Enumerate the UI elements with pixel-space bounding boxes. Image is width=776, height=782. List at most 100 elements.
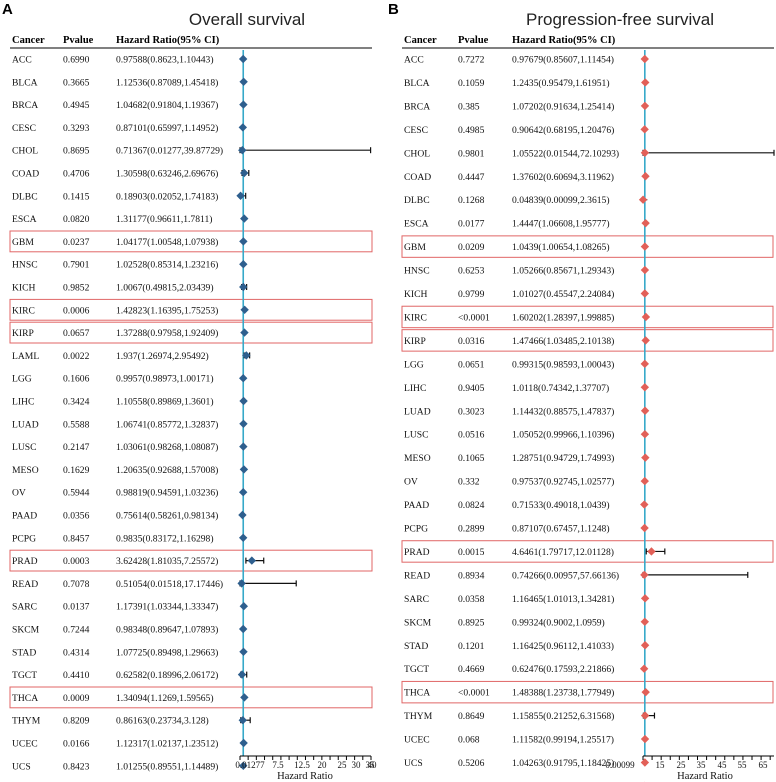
hazard-ratio-marker bbox=[238, 146, 247, 155]
hazard-ratio-label: 1.0118(0.74342,1.37707) bbox=[512, 383, 609, 394]
hazard-ratio-marker bbox=[641, 336, 650, 345]
pvalue-label: 0.4985 bbox=[458, 125, 485, 136]
table-row: DLBC 0.1268 0.04839(0.00099,2.3615) bbox=[404, 195, 648, 206]
hazard-ratio-marker bbox=[640, 101, 650, 111]
table-row: PCPG 0.8457 0.9835(0.83172,1.16298) bbox=[12, 533, 248, 544]
pvalue-label: 0.7901 bbox=[63, 260, 90, 271]
hazard-ratio-label: 1.10558(0.89869,1.3601) bbox=[116, 397, 214, 408]
hazard-ratio-label: 1.37288(0.97958,1.92409) bbox=[116, 328, 218, 339]
table-row: LUAD 0.3023 1.14432(0.88575,1.47837) bbox=[404, 406, 650, 417]
pvalue-label: 0.068 bbox=[458, 735, 480, 746]
hazard-ratio-label: 1.07202(0.91634,1.25414) bbox=[512, 101, 614, 112]
cancer-label: SKCM bbox=[404, 617, 432, 628]
table-row: LIHC 0.3424 1.10558(0.89869,1.3601) bbox=[12, 397, 248, 408]
table-row: PRAD 0.0003 3.62428(1.81035,7.25572) bbox=[12, 556, 265, 567]
x-tick-label: 25 bbox=[677, 760, 687, 770]
hazard-ratio-marker bbox=[239, 237, 248, 246]
table-row: TGCT 0.4410 0.62582(0.18996,2.06172) bbox=[12, 670, 248, 681]
table-row: SARC 0.0358 1.16465(1.01013,1.34281) bbox=[404, 594, 650, 605]
cancer-label: DLBC bbox=[12, 191, 38, 202]
table-row: PCPG 0.2899 0.87107(0.67457,1.1248) bbox=[404, 524, 649, 535]
cancer-label: KIRP bbox=[404, 336, 426, 347]
hazard-ratio-label: 1.15855(0.21252,6.31568) bbox=[512, 711, 614, 722]
pvalue-label: 0.0137 bbox=[63, 602, 90, 613]
cancer-label: OV bbox=[12, 488, 26, 499]
highlight-box bbox=[9, 321, 373, 344]
pvalue-label: 0.0003 bbox=[63, 556, 90, 567]
highlight-box bbox=[401, 235, 774, 258]
table-row: BRCA 0.385 1.07202(0.91634,1.25414) bbox=[404, 101, 650, 112]
cancer-label: READ bbox=[404, 570, 430, 581]
cancer-label: UCS bbox=[404, 758, 423, 769]
hazard-ratio-marker bbox=[240, 305, 249, 314]
pvalue-label: 0.0516 bbox=[458, 430, 485, 441]
hazard-ratio-marker bbox=[240, 214, 249, 223]
table-row: THYM 0.8209 0.86163(0.23734,3.128) bbox=[12, 716, 251, 727]
hazard-ratio-marker bbox=[238, 533, 248, 542]
pvalue-label: 0.3665 bbox=[63, 77, 90, 88]
hazard-ratio-marker bbox=[239, 396, 248, 406]
hazard-ratio-marker bbox=[640, 383, 650, 392]
highlight-box bbox=[9, 549, 373, 572]
cancer-label: LUAD bbox=[12, 419, 39, 430]
pvalue-label: 0.0316 bbox=[458, 336, 485, 347]
hazard-ratio-marker bbox=[236, 191, 245, 200]
hazard-ratio-marker bbox=[239, 602, 249, 611]
cancer-label: BRCA bbox=[404, 101, 430, 112]
table-row: LAML 0.0022 1.937(1.26974,2.95492) bbox=[12, 351, 251, 362]
table-row: OV 0.5944 0.98819(0.94591,1.03236) bbox=[12, 488, 248, 499]
hazard-ratio-marker bbox=[238, 123, 248, 132]
pvalue-label: 0.7244 bbox=[63, 625, 90, 636]
cancer-label: UCEC bbox=[12, 739, 38, 750]
table-row: KIRP 0.0316 1.47466(1.03485,2.10138) bbox=[404, 336, 650, 347]
hazard-ratio-label: 1.31177(0.96611,1.7811) bbox=[116, 214, 212, 225]
pvalue-label: 0.0824 bbox=[458, 500, 485, 511]
hazard-ratio-marker bbox=[238, 716, 247, 725]
hazard-ratio-label: 1.4447(1.06608,1.95777) bbox=[512, 219, 610, 230]
cancer-label: LAML bbox=[12, 351, 39, 362]
cancer-label: ACC bbox=[12, 55, 32, 66]
highlight-box bbox=[401, 329, 774, 352]
hazard-ratio-label: 1.0067(0.49815,2.03439) bbox=[116, 283, 214, 294]
hazard-ratio-label: 1.37602(0.60694,3.11962) bbox=[512, 172, 614, 183]
hazard-ratio-label: 1.47466(1.03485,2.10138) bbox=[512, 336, 614, 347]
cancer-label: UCS bbox=[12, 761, 31, 772]
x-tick-label: 35 bbox=[697, 760, 707, 770]
cancer-label: TGCT bbox=[404, 664, 429, 675]
hazard-ratio-marker bbox=[239, 647, 248, 656]
hazard-ratio-marker bbox=[640, 54, 649, 64]
table-row: GBM 0.0237 1.04177(1.00548,1.07938) bbox=[12, 237, 248, 248]
cancer-label: THYM bbox=[404, 711, 433, 722]
hazard-ratio-marker bbox=[641, 78, 650, 87]
pvalue-label: 0.9799 bbox=[458, 289, 485, 300]
cancer-label: LGG bbox=[12, 374, 32, 385]
hazard-ratio-label: 0.98348(0.89647,1.07893) bbox=[116, 625, 218, 636]
cancer-label: STAD bbox=[404, 641, 428, 652]
highlight-box bbox=[9, 686, 373, 709]
cancer-label: READ bbox=[12, 579, 38, 590]
pvalue-label: 0.4410 bbox=[63, 670, 90, 681]
cancer-label: HNSC bbox=[404, 266, 430, 277]
cancer-label: UCEC bbox=[404, 735, 430, 746]
pvalue-label: 0.8695 bbox=[63, 146, 90, 157]
hazard-ratio-marker bbox=[640, 641, 650, 650]
cancer-label: PAAD bbox=[12, 511, 37, 522]
table-row: SKCM 0.8925 0.99324(0.9002,1.0959) bbox=[404, 617, 650, 628]
pvalue-label: <0.0001 bbox=[458, 312, 490, 323]
highlight-box bbox=[401, 680, 774, 704]
cancer-label: CHOL bbox=[12, 146, 38, 157]
cancer-label: OV bbox=[404, 477, 418, 488]
hazard-ratio-label: 1.20635(0.92688,1.57008) bbox=[116, 465, 218, 476]
table-row: BLCA 0.1059 1.2435(0.95479,1.61951) bbox=[404, 78, 650, 89]
cancer-label: PRAD bbox=[404, 547, 430, 558]
hazard-ratio-label: 1.14432(0.88575,1.47837) bbox=[512, 406, 614, 417]
hazard-ratio-marker bbox=[641, 453, 650, 462]
hazard-ratio-marker bbox=[640, 734, 650, 744]
table-row: KICH 0.9852 1.0067(0.49815,2.03439) bbox=[12, 283, 248, 294]
hazard-ratio-label: 1.42823(1.16395,1.75253) bbox=[116, 305, 218, 316]
hazard-ratio-label: 1.03061(0.98268,1.08087) bbox=[116, 442, 218, 453]
highlight-box bbox=[401, 540, 774, 563]
table-row: LGG 0.0651 0.99315(0.98593,1.00043) bbox=[404, 359, 650, 370]
pvalue-label: <0.0001 bbox=[458, 688, 490, 699]
cancer-label: LIHC bbox=[404, 383, 426, 394]
